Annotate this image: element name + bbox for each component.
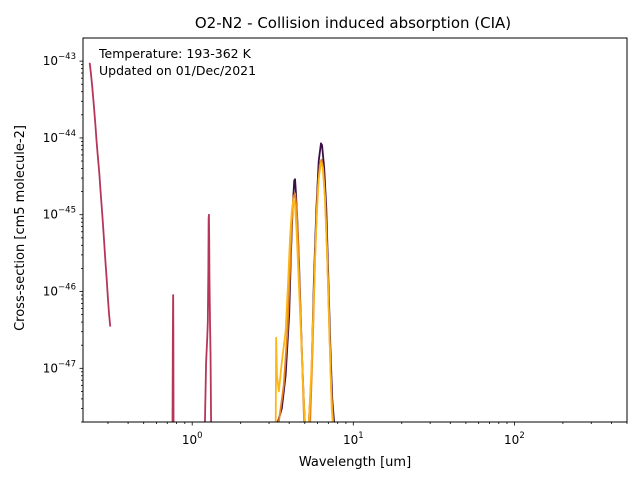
y-tick-label: 10−46 [43, 283, 76, 299]
annotation-updated: Updated on 01/Dec/2021 [99, 63, 256, 78]
series-3-line-1 [307, 161, 334, 422]
x-tick-label: 100 [182, 431, 203, 447]
series-0-line-2 [204, 213, 212, 422]
x-axis-label: Wavelength [um] [299, 455, 411, 470]
plot-frame [82, 37, 628, 423]
chart-title: O2-N2 - Collision induced absorption (CI… [195, 14, 511, 32]
y-tick-label: 10−45 [43, 206, 76, 222]
series-0-line-0 [88, 62, 112, 327]
x-tick-label: 102 [504, 431, 525, 447]
y-axis-label: Cross-section [cm5 molecule-2] [13, 125, 28, 331]
series-3-line-0 [274, 198, 306, 422]
x-ticks: 100 101 102 [107, 422, 628, 447]
annotation-temperature: Temperature: 193-362 K [98, 46, 252, 61]
y-tick-label: 10−43 [43, 52, 76, 68]
series-0-line-1 [171, 294, 175, 422]
series-layer [88, 62, 335, 422]
y-tick-label: 10−44 [43, 129, 76, 145]
y-ticks: 10−43 10−44 10−45 10−46 10−47 [43, 52, 83, 423]
y-tick-label: 10−47 [43, 359, 76, 375]
x-tick-label: 101 [343, 431, 364, 447]
